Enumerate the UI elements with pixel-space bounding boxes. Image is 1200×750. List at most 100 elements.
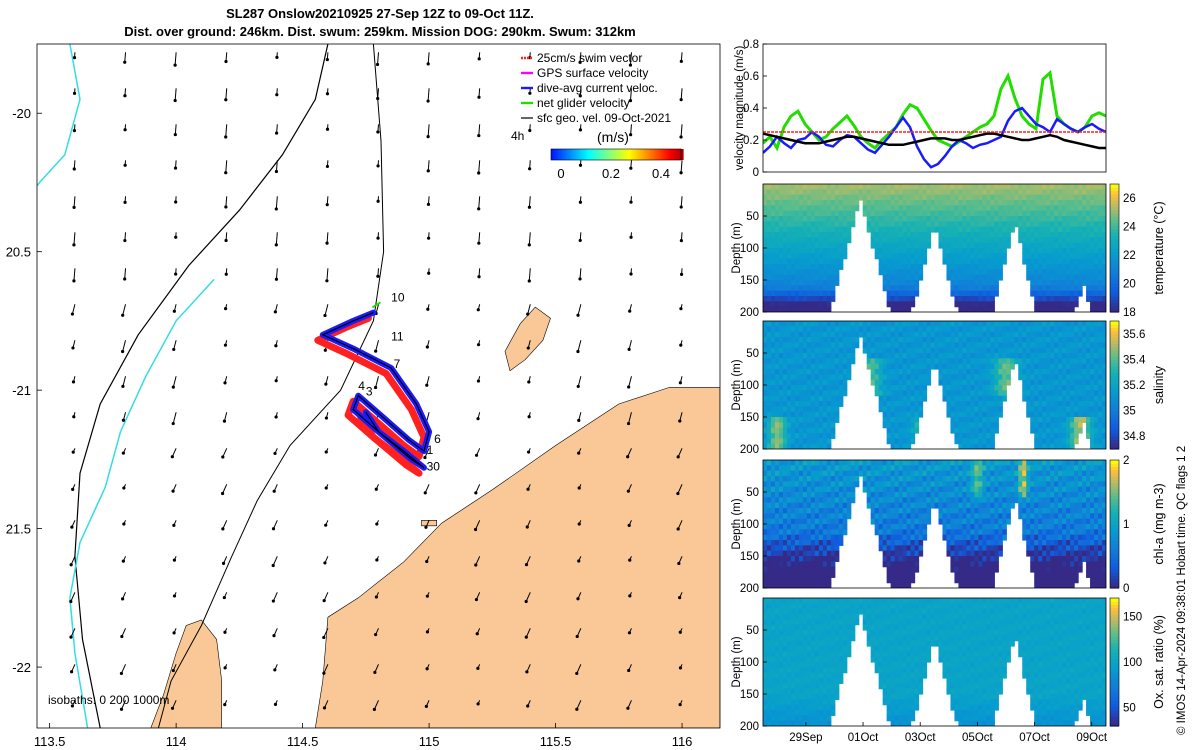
section-cell xyxy=(763,561,768,568)
section-cell xyxy=(826,582,832,588)
section-cell xyxy=(782,374,788,381)
section-cell xyxy=(1090,290,1095,297)
section-cell xyxy=(974,342,979,349)
section-cell xyxy=(786,395,792,402)
section-cell xyxy=(890,508,896,514)
section-cell xyxy=(986,417,991,423)
section-cell xyxy=(878,486,884,493)
section-cell xyxy=(766,248,772,254)
section-cell xyxy=(1070,221,1075,228)
section-cell xyxy=(834,406,840,413)
section-cell xyxy=(926,326,932,333)
section-cell xyxy=(774,481,780,488)
section-cell xyxy=(810,358,816,365)
section-cell xyxy=(763,274,768,281)
section-cell xyxy=(1074,269,1079,276)
section-cell xyxy=(830,486,836,493)
section-cell xyxy=(842,353,848,359)
section-cell xyxy=(814,417,820,423)
section-cell xyxy=(806,326,812,333)
geo-arrow xyxy=(478,196,481,209)
section-cell xyxy=(838,253,844,260)
section-cell xyxy=(814,321,820,327)
section-colorbar-cell xyxy=(1110,193,1119,198)
colorbar-cell xyxy=(638,149,641,160)
section-cell xyxy=(898,556,904,562)
section-cell xyxy=(866,497,872,504)
section-cell xyxy=(986,427,991,434)
sfc-geo-velocity-arrows xyxy=(69,52,684,711)
section-cell xyxy=(763,226,768,233)
section-cell xyxy=(1094,438,1099,445)
section-cell xyxy=(970,427,975,434)
geo-arrow-head xyxy=(224,238,228,243)
section-cell xyxy=(950,285,956,292)
section-cell xyxy=(782,465,788,472)
section-cell xyxy=(830,545,836,552)
section-cell xyxy=(826,443,832,449)
section-cell xyxy=(1034,269,1039,276)
section-cell xyxy=(834,390,840,397)
section-cell xyxy=(998,253,1003,260)
section-cell xyxy=(886,337,892,343)
section-cell xyxy=(794,572,800,578)
section-cell xyxy=(942,331,948,338)
section-cell xyxy=(834,237,840,244)
section-cell xyxy=(962,205,968,212)
section-cell xyxy=(770,417,776,423)
section-cell xyxy=(834,358,840,365)
section-cell xyxy=(814,216,820,222)
section-cell xyxy=(1074,331,1079,338)
section-cell xyxy=(826,264,832,270)
section-cell xyxy=(950,342,956,349)
section-cell xyxy=(1030,194,1035,201)
section-cell xyxy=(894,443,900,449)
section-cell xyxy=(918,508,924,514)
section-colorbar-cell xyxy=(1110,292,1119,297)
geo-arrow-head xyxy=(220,491,225,496)
section-cell xyxy=(910,194,916,201)
section-cell xyxy=(950,363,956,370)
section-cell xyxy=(1050,285,1055,292)
section-cell xyxy=(778,534,784,541)
section-cell xyxy=(942,189,948,196)
section-cell xyxy=(798,280,804,286)
section-cell xyxy=(886,353,892,359)
section-cell xyxy=(954,337,960,343)
section-cell xyxy=(898,566,904,573)
section-cell xyxy=(982,331,987,338)
section-cell xyxy=(802,379,808,386)
section-cell xyxy=(838,460,844,466)
section-cell xyxy=(946,342,952,349)
section-cell xyxy=(798,264,804,270)
section-cell xyxy=(826,460,832,466)
section-cell xyxy=(806,253,812,260)
section-cell xyxy=(922,379,928,386)
section-cell xyxy=(1042,379,1047,386)
geo-arrow-head xyxy=(375,522,379,526)
section-cell xyxy=(946,226,952,233)
section-cell xyxy=(1034,301,1039,308)
section-cell xyxy=(866,358,872,365)
colorbar-cell xyxy=(620,149,623,160)
section-cell xyxy=(798,497,804,504)
section-cell xyxy=(1090,221,1095,228)
section-cell xyxy=(1074,285,1079,292)
section-cell xyxy=(1078,242,1083,249)
section-cell xyxy=(763,417,768,423)
section-cell xyxy=(770,331,776,338)
section-cell xyxy=(930,221,936,228)
section-cell xyxy=(1082,210,1087,217)
section-cell xyxy=(818,438,824,445)
section-cell xyxy=(1034,205,1039,212)
section-cell xyxy=(866,221,872,228)
section-cell xyxy=(1034,248,1039,254)
geo-arrow-head xyxy=(123,128,127,132)
section-cell xyxy=(802,342,808,349)
section-cell xyxy=(938,358,944,365)
geo-arrow-head xyxy=(578,200,583,204)
section-cell xyxy=(1034,369,1039,375)
section-cell xyxy=(990,337,995,343)
section-cell xyxy=(1050,242,1055,249)
geo-arrow-head xyxy=(72,129,77,133)
